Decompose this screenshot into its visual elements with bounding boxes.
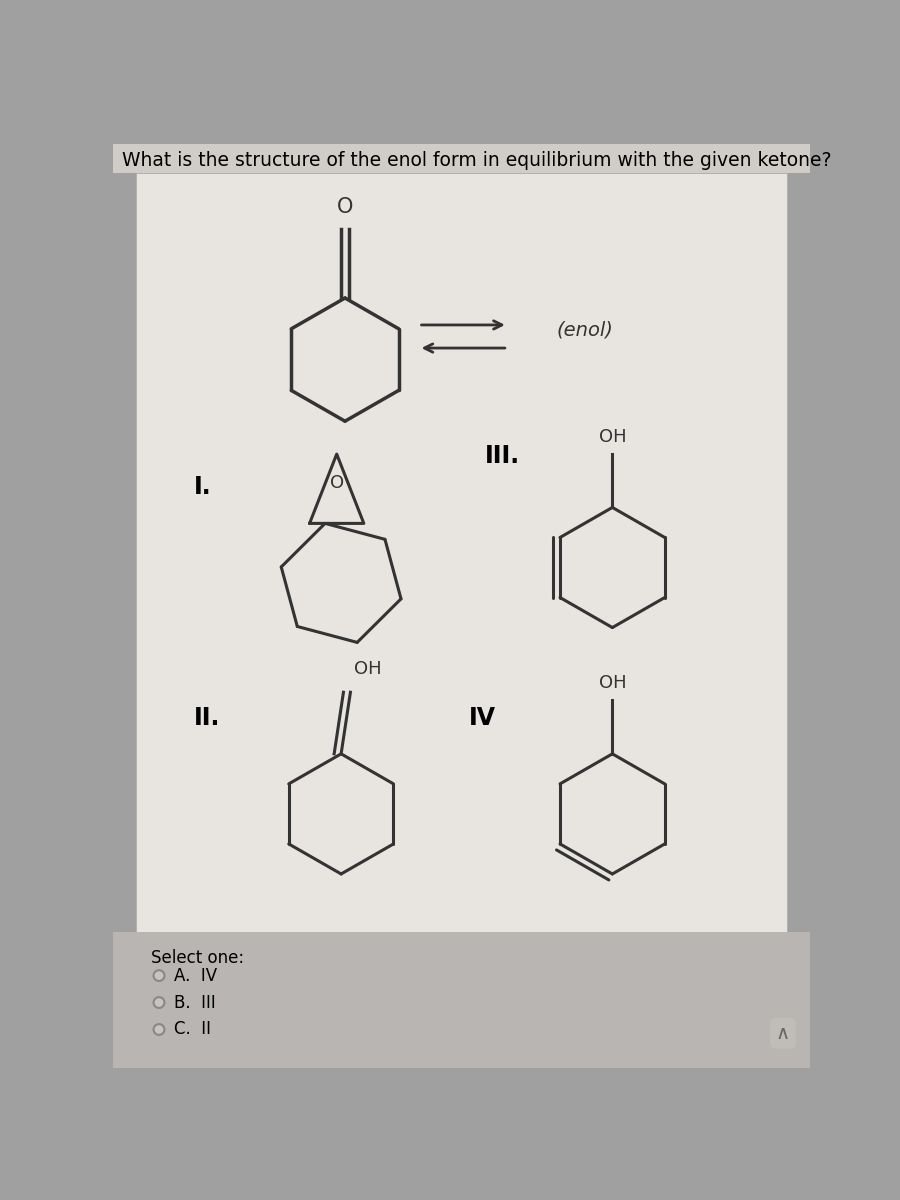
Text: O: O <box>337 197 353 217</box>
Text: Select one:: Select one: <box>151 949 245 967</box>
Circle shape <box>154 1024 165 1034</box>
Text: ∧: ∧ <box>776 1024 790 1043</box>
FancyBboxPatch shape <box>136 173 787 931</box>
Text: B.  III: B. III <box>175 994 216 1012</box>
Circle shape <box>154 971 165 980</box>
Text: OH: OH <box>355 660 382 678</box>
Text: II.: II. <box>194 706 220 730</box>
Text: (enol): (enol) <box>557 320 614 340</box>
Text: What is the structure of the enol form in equilibrium with the given ketone?: What is the structure of the enol form i… <box>122 151 832 170</box>
FancyBboxPatch shape <box>112 931 810 1068</box>
Text: IV: IV <box>469 706 496 730</box>
FancyBboxPatch shape <box>112 144 810 173</box>
Text: OH: OH <box>598 428 626 446</box>
Text: III.: III. <box>484 444 519 468</box>
Text: O: O <box>329 474 344 492</box>
Circle shape <box>154 997 165 1008</box>
Text: I.: I. <box>194 475 212 499</box>
Text: A.  IV: A. IV <box>175 967 218 984</box>
Text: C.  II: C. II <box>175 1020 211 1038</box>
Text: OH: OH <box>598 674 626 692</box>
